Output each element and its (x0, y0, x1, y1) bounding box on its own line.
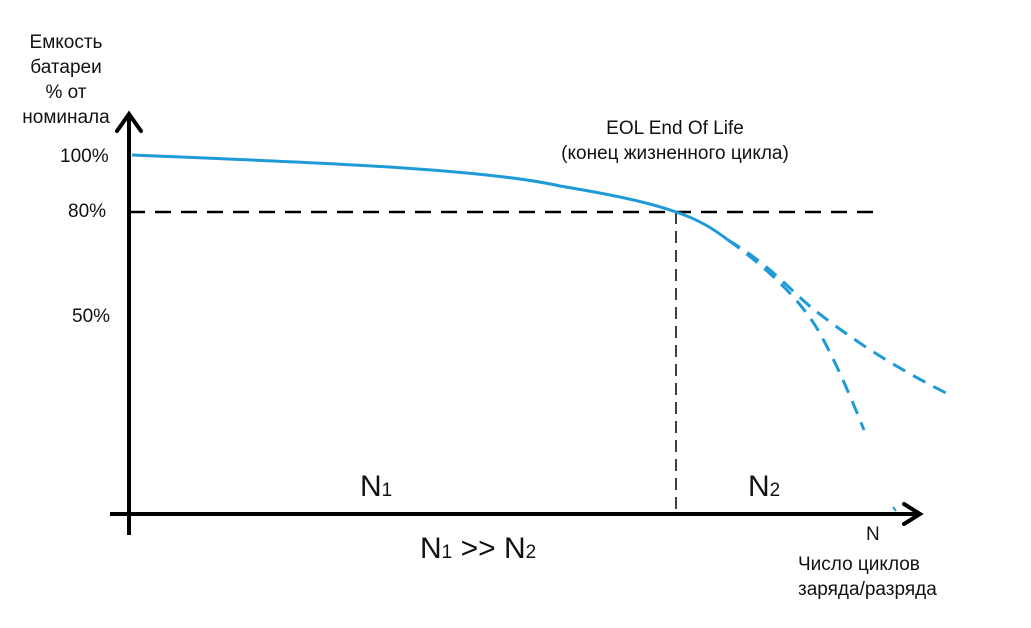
region-n2-label: N2 (748, 472, 781, 503)
y-axis-title-line: батареи (30, 57, 102, 78)
eol-label-line2: (конец жизненного цикла) (561, 143, 789, 164)
region-n2-letter: N (748, 470, 770, 503)
capacity-curve (131, 153, 729, 242)
y-axis-title: Емкость батареи % от номинала (6, 30, 126, 130)
region-n1-label: N1 (360, 472, 393, 503)
y-axis-title-line: номинала (22, 107, 110, 128)
degradation-branch-steep (727, 238, 866, 431)
tick-50: 50% (72, 306, 111, 327)
relation-operator: >> (460, 532, 496, 565)
tick-80: 80% (68, 201, 107, 222)
eol-label: EOL End Of Life (конец жизненного цикла) (540, 116, 810, 166)
x-axis-end-label: N (866, 524, 880, 545)
x-axis-title: Число циклов заряда/разряда (798, 552, 937, 602)
eol-label-line1: EOL End Of Life (606, 118, 744, 139)
y-axis-arrowhead (115, 110, 143, 133)
y-axis-title-line: Емкость (29, 32, 103, 53)
relation-right: N (503, 532, 526, 565)
degradation-branch-gentle (727, 238, 951, 397)
x-axis-arrowhead (902, 502, 924, 526)
y-axis-title-line: % от (45, 82, 87, 103)
curve-end-mark (892, 506, 897, 512)
x-axis-title-line: Число циклов (798, 554, 920, 575)
x-axis-title-line: заряда/разряда (798, 579, 937, 600)
relation-label: N1 >> N2 (420, 534, 537, 565)
relation-left: N (420, 532, 442, 565)
region-n1-letter: N (360, 470, 382, 503)
region-n1-subscript: 1 (381, 480, 393, 501)
region-n2-subscript: 2 (769, 480, 781, 501)
relation-left-subscript: 1 (441, 542, 453, 563)
relation-right-subscript: 2 (525, 542, 537, 563)
tick-100: 100% (60, 146, 109, 167)
